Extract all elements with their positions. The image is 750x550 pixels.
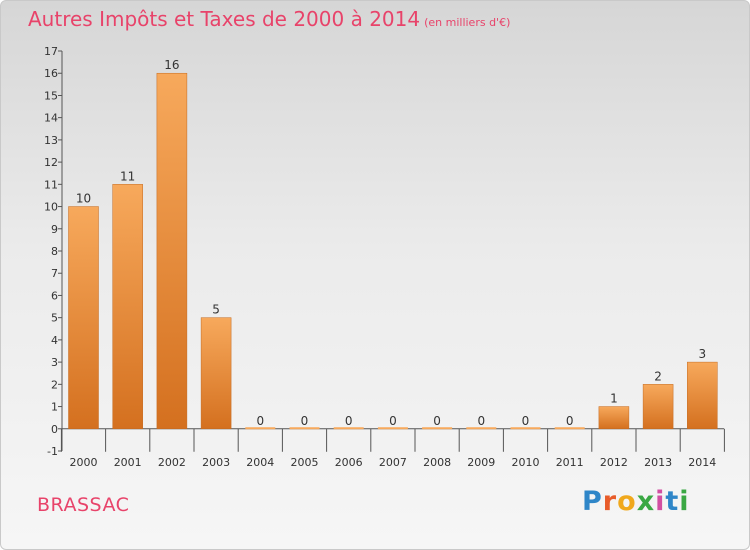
x-tick-label: 2009: [467, 456, 495, 469]
data-label: 0: [477, 414, 485, 428]
y-tick-label: 17: [44, 45, 58, 58]
y-tick-label: 3: [51, 356, 58, 369]
x-tick-label: 2014: [688, 456, 716, 469]
data-label: 0: [433, 414, 441, 428]
x-tick-label: 2006: [335, 456, 363, 469]
y-tick-label: 14: [44, 112, 58, 125]
data-label: 3: [698, 347, 706, 361]
data-label: 0: [389, 414, 397, 428]
y-tick-label: 15: [44, 89, 58, 102]
y-tick-label: 5: [51, 312, 58, 325]
data-label: 10: [76, 192, 91, 206]
data-label: 16: [164, 58, 179, 72]
x-tick-label: 2008: [423, 456, 451, 469]
x-tick-label: 2003: [202, 456, 230, 469]
logo-letter: x: [636, 486, 656, 517]
data-label: 2: [654, 369, 662, 383]
data-label: 0: [522, 414, 530, 428]
logo-letter: o: [617, 486, 637, 517]
bar: [156, 72, 188, 430]
city-name: BRASSAC: [37, 494, 130, 516]
logo-letter: i: [655, 486, 666, 517]
x-tick-label: 2012: [600, 456, 628, 469]
logo-letter: i: [679, 486, 690, 517]
data-label: 1: [610, 392, 618, 406]
logo-letter: P: [582, 486, 603, 517]
chart-title-text: Autres Impôts et Taxes de 2000 à 2014: [28, 7, 421, 31]
bar: [112, 184, 143, 430]
y-tick-label: 6: [51, 289, 58, 302]
bar: [687, 361, 718, 430]
x-tick-label: 2011: [556, 456, 584, 469]
bar: [642, 384, 674, 430]
logo-letter: r: [602, 486, 618, 517]
y-tick-label: -1: [47, 445, 58, 458]
x-tick-label: 2010: [512, 456, 540, 469]
bars: [68, 72, 718, 430]
x-tick-label: 2000: [70, 456, 98, 469]
y-tick-label: 9: [51, 223, 58, 236]
y-tick-label: 7: [51, 267, 58, 280]
y-tick-label: 16: [44, 67, 58, 80]
y-tick-label: 13: [44, 134, 58, 147]
chart-unit: (en milliers d'€): [424, 16, 511, 29]
x-tick-label: 2005: [291, 456, 319, 469]
y-tick-label: 2: [51, 378, 58, 391]
x-tick-label: 2004: [246, 456, 274, 469]
bar: [200, 317, 232, 430]
y-tick-label: 12: [44, 156, 58, 169]
proxiti-logo: Proxiti: [582, 486, 690, 517]
data-label: 0: [345, 414, 353, 428]
bar: [598, 406, 630, 430]
y-tick-label: 10: [44, 201, 58, 214]
x-tick-label: 2007: [379, 456, 407, 469]
bar: [68, 206, 99, 430]
x-tick-label: 2002: [158, 456, 186, 469]
data-label: 0: [566, 414, 574, 428]
chart-title: Autres Impôts et Taxes de 2000 à 2014 (en…: [28, 7, 510, 31]
data-label: 0: [256, 414, 264, 428]
y-tick-label: 8: [51, 245, 58, 258]
x-tick-label: 2001: [114, 456, 142, 469]
data-label: 11: [120, 169, 135, 183]
logo-letter: t: [665, 486, 680, 517]
data-labels: 10 11 16 5 0 0 0 0 0 0 0 0 1 2 3: [76, 58, 706, 428]
y-tick-label: 11: [44, 178, 58, 191]
y-tick-label: 4: [51, 334, 58, 347]
x-tick-label: 2013: [644, 456, 672, 469]
y-tick-label: 1: [51, 401, 58, 414]
data-label: 5: [212, 303, 220, 317]
y-tick-label: 0: [51, 423, 58, 436]
data-label: 0: [301, 414, 309, 428]
